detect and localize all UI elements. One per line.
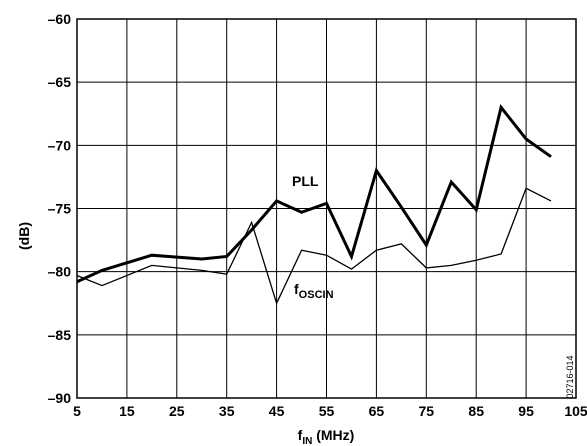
x-tick-label: 85 — [468, 403, 484, 419]
series-label-oscin: fOSCIN — [294, 281, 334, 301]
y-tick-label: –75 — [48, 201, 72, 217]
figure-code: 02716-014 — [565, 355, 575, 398]
x-tick-label: 15 — [119, 403, 135, 419]
y-tick-labels: –60 –65 –70 –75 –80 –85 –90 — [48, 11, 72, 406]
x-tick-label: 55 — [319, 403, 335, 419]
grid — [76, 18, 577, 399]
series-label-pll: PLL — [292, 173, 319, 189]
series-line-oscin — [76, 187, 552, 306]
x-tick-label: 105 — [564, 403, 587, 419]
x-axis-label-rest: (MHz) — [312, 427, 354, 443]
y-tick-label: –80 — [48, 264, 72, 280]
y-tick-label: –60 — [48, 11, 72, 27]
series-line-pll — [76, 104, 552, 284]
y-tick-label: –70 — [48, 137, 72, 153]
series-label-oscin-main: f — [294, 281, 299, 297]
series-group — [76, 104, 552, 306]
x-tick-label: 45 — [269, 403, 285, 419]
x-tick-label: 25 — [169, 403, 185, 419]
x-axis-label-sub: IN — [302, 436, 312, 446]
x-tick-label: 5 — [73, 403, 81, 419]
y-axis-label: (dB) — [16, 222, 32, 250]
x-tick-labels: 5 15 25 35 45 55 65 75 85 95 105 — [73, 403, 587, 419]
x-tick-label: 65 — [369, 403, 385, 419]
x-tick-label: 75 — [419, 403, 435, 419]
y-tick-label: –85 — [48, 327, 72, 343]
y-tick-label: –90 — [48, 390, 72, 406]
x-tick-label: 35 — [219, 403, 235, 419]
x-tick-label: 95 — [518, 403, 534, 419]
x-axis-label-main: f — [298, 427, 303, 443]
y-tick-label: –65 — [48, 74, 72, 90]
x-axis-label: fIN (MHz) — [298, 427, 355, 446]
plot-frame — [76, 18, 577, 399]
series-label-oscin-sub: OSCIN — [299, 289, 334, 301]
